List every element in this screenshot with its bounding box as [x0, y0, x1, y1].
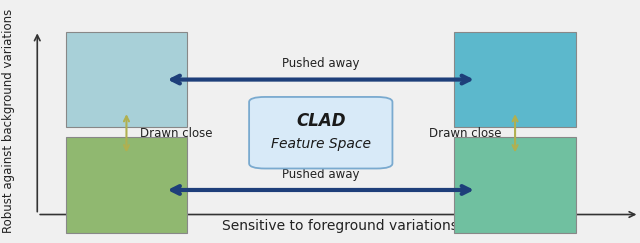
FancyBboxPatch shape	[454, 137, 576, 233]
Text: Pushed away: Pushed away	[282, 57, 360, 70]
Text: Sensitive to foreground variations: Sensitive to foreground variations	[222, 219, 458, 233]
FancyBboxPatch shape	[66, 137, 188, 233]
Text: Feature Space: Feature Space	[271, 137, 371, 151]
Text: Robust against background variations: Robust against background variations	[2, 8, 15, 233]
FancyBboxPatch shape	[249, 97, 392, 168]
Text: Drawn close: Drawn close	[140, 127, 213, 140]
Text: Pushed away: Pushed away	[282, 168, 360, 181]
Text: CLAD: CLAD	[296, 113, 346, 130]
FancyBboxPatch shape	[66, 32, 188, 127]
Text: Drawn close: Drawn close	[429, 127, 501, 140]
FancyBboxPatch shape	[454, 32, 576, 127]
